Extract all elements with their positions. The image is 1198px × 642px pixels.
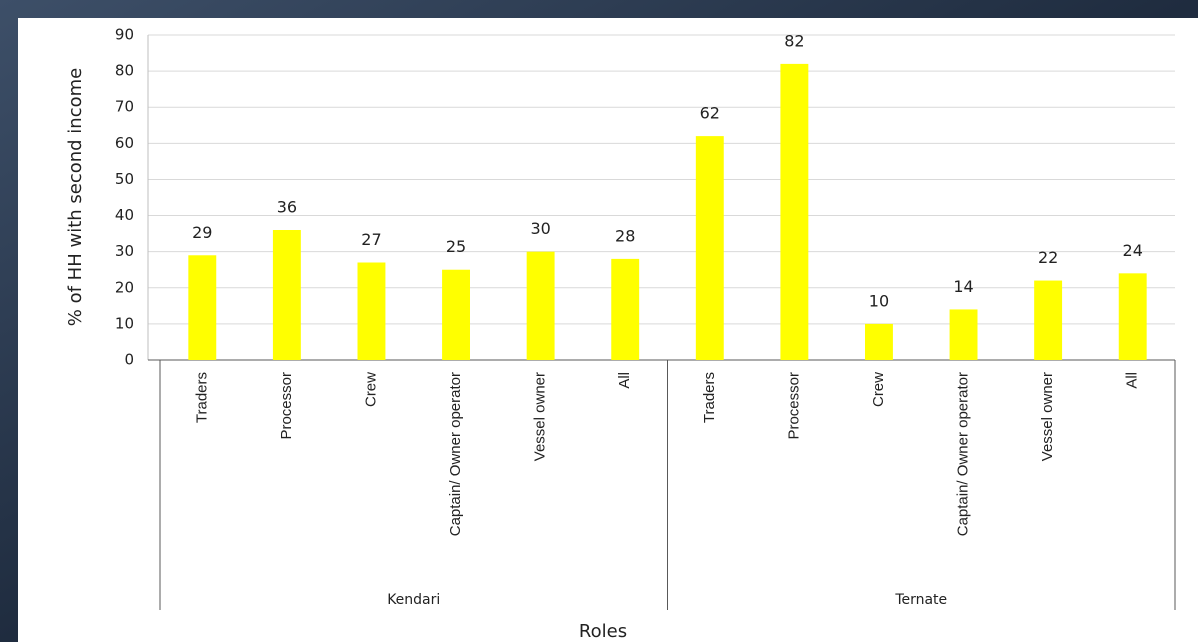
bar <box>780 63 809 361</box>
bar <box>949 309 978 360</box>
x-tick-label: All <box>616 372 633 389</box>
y-tick-label: 50 <box>115 170 134 188</box>
x-tick-label: All <box>1124 372 1141 389</box>
value-label: 14 <box>953 277 973 296</box>
value-label: 27 <box>361 230 381 249</box>
x-tick-label: Traders <box>193 372 210 423</box>
x-axis-title: Roles <box>579 621 627 642</box>
value-label: 62 <box>700 104 720 123</box>
x-tick-label: Crew <box>362 372 379 407</box>
y-tick-label: 90 <box>115 26 134 44</box>
bar <box>357 262 386 360</box>
bar <box>442 269 470 360</box>
value-label: 22 <box>1038 248 1058 267</box>
group-label: Ternate <box>894 592 947 608</box>
y-tick-label: 10 <box>115 314 134 332</box>
bar <box>272 230 301 360</box>
group-label: Kendari <box>387 592 440 608</box>
y-tick-label: 70 <box>115 98 134 116</box>
y-tick-label: 0 <box>124 351 134 369</box>
value-label: 36 <box>277 198 297 217</box>
x-tick-label: Processor <box>278 372 295 440</box>
x-tick-label: Crew <box>870 372 887 407</box>
bar <box>865 323 893 360</box>
y-tick-label: 20 <box>115 278 134 296</box>
value-label: 10 <box>869 291 889 310</box>
bar <box>611 258 640 360</box>
value-label: 24 <box>1123 241 1143 260</box>
bar <box>1118 273 1147 360</box>
value-label: 30 <box>530 219 550 238</box>
bar <box>1034 280 1063 360</box>
y-tick-label: 60 <box>115 134 134 152</box>
value-label: 25 <box>446 237 466 256</box>
y-tick-label: 40 <box>115 206 134 224</box>
x-tick-label: Vessel owner <box>1039 372 1056 461</box>
x-tick-label: Captain/ Owner operator <box>447 372 464 536</box>
value-label: 29 <box>192 223 212 242</box>
y-tick-label: 30 <box>115 242 134 260</box>
y-axis-title: % of HH with second income <box>65 68 86 326</box>
value-label: 82 <box>784 31 804 50</box>
bar <box>188 255 217 360</box>
value-label: 28 <box>615 226 635 245</box>
x-tick-label: Traders <box>701 372 718 423</box>
bar <box>526 251 555 360</box>
y-tick-label: 80 <box>115 62 134 80</box>
x-tick-label: Captain/ Owner operator <box>955 372 972 536</box>
bar <box>695 136 724 360</box>
x-tick-label: Processor <box>785 372 802 440</box>
x-tick-label: Vessel owner <box>532 372 549 461</box>
